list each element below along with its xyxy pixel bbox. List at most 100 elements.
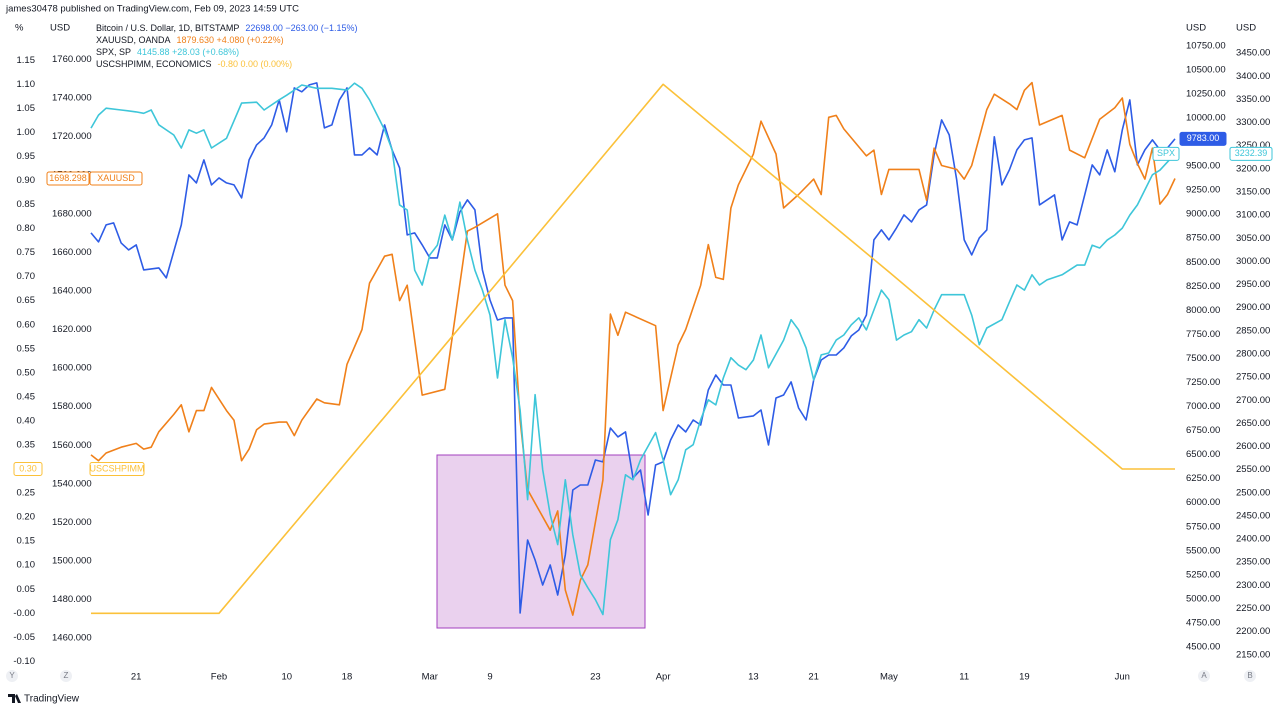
y-tick-label: 2600.00 <box>1236 441 1270 452</box>
y-tick-label: 1.10 <box>17 79 36 90</box>
legend-name: USCSHPIMM, ECONOMICS <box>96 59 212 69</box>
button-label[interactable]: A <box>1201 671 1207 680</box>
price-tag-label: 3232.39 <box>1235 148 1268 158</box>
y-tick-label: 1480.000 <box>52 594 92 605</box>
y-tick-label: 2700.00 <box>1236 395 1270 406</box>
name-tag <box>89 171 143 186</box>
y-tick-label: 1460.000 <box>52 633 92 644</box>
y-tick-label: -0.05 <box>13 632 35 643</box>
y-tick-label: 2550.00 <box>1236 464 1270 475</box>
legend-values: 1879.630 +4.080 (+0.22%) <box>177 35 284 45</box>
y-tick-label: 1520.000 <box>52 517 92 528</box>
y-tick-label: 3450.00 <box>1236 48 1270 59</box>
y-tick-label: 3300.00 <box>1236 117 1270 128</box>
y-tick-label: 3350.00 <box>1236 94 1270 105</box>
y-tick-label: 6000.00 <box>1186 497 1220 508</box>
y-tick-label: 7500.00 <box>1186 353 1220 364</box>
button[interactable] <box>60 670 72 682</box>
highlight-box <box>436 454 646 629</box>
y-tick-label: 0.90 <box>17 175 36 186</box>
y-tick-label: 2250.00 <box>1236 603 1270 614</box>
y-tick-label: 8500.00 <box>1186 257 1220 268</box>
button-label[interactable]: B <box>1247 671 1252 680</box>
series-line <box>90 82 1176 614</box>
y-tick-label: 0.75 <box>17 247 36 258</box>
y-tick-label: 0.85 <box>17 199 36 210</box>
legend-entry: SPX, SP 4145.88 +28.03 (+0.68%) <box>96 47 239 57</box>
y-tick-label: 10500.00 <box>1186 64 1226 75</box>
series-line <box>91 83 1175 615</box>
x-tick-label: Feb <box>211 672 227 683</box>
price-tag <box>13 462 43 477</box>
button[interactable] <box>1244 670 1256 682</box>
y-tick-label: 7750.00 <box>1186 329 1220 340</box>
y-tick-label: 3000.00 <box>1236 256 1270 267</box>
y-tick-label: 1540.000 <box>52 478 92 489</box>
x-tick-label: Mar <box>422 672 438 683</box>
button-label[interactable]: Z <box>64 671 69 680</box>
y-tick-label: 1680.000 <box>52 208 92 219</box>
y-tick-label: 2300.00 <box>1236 580 1270 591</box>
y-tick-label: 2450.00 <box>1236 510 1270 521</box>
y-tick-label: 3200.00 <box>1236 163 1270 174</box>
axis-title: USD <box>1236 23 1256 34</box>
legend-name: SPX, SP <box>96 47 131 57</box>
button[interactable] <box>6 670 18 682</box>
axis-title: USD <box>50 23 70 34</box>
y-tick-label: 3400.00 <box>1236 71 1270 82</box>
y-tick-label: 3150.00 <box>1236 186 1270 197</box>
y-tick-label: 4750.00 <box>1186 617 1220 628</box>
legend-values: 4145.88 +28.03 (+0.68%) <box>137 47 239 57</box>
price-tag-label: 0.30 <box>19 463 37 473</box>
x-tick-label: 13 <box>748 672 759 683</box>
y-tick-label: 1500.000 <box>52 556 92 567</box>
name-tag-label: SPX <box>1157 148 1175 158</box>
axis-title: USD <box>1186 23 1206 34</box>
header: james30478 published on TradingView.com,… <box>5 4 299 15</box>
legend-entry: USCSHPIMM, ECONOMICS -0.80 0.00 (0.00%) <box>96 59 292 69</box>
y-tick-label: 1580.000 <box>52 401 92 412</box>
y-tick-label: 1600.000 <box>52 363 92 374</box>
y-tick-label: 0.40 <box>17 415 36 426</box>
x-tick-label: 18 <box>342 672 353 683</box>
x-tick-label: 21 <box>131 672 142 683</box>
y-tick-label: 10250.00 <box>1186 88 1226 99</box>
y-tick-label: 0.10 <box>17 560 36 571</box>
logo: TradingView <box>24 694 80 705</box>
y-tick-label: 8000.00 <box>1186 305 1220 316</box>
y-tick-label: 0.05 <box>17 584 36 595</box>
name-tag-label: USCSHPIMM <box>89 463 144 473</box>
y-tick-label: 0.35 <box>17 440 36 451</box>
y-tick-label: 5750.00 <box>1186 521 1220 532</box>
y-tick-label: 9500.00 <box>1186 161 1220 172</box>
button[interactable] <box>1198 670 1210 682</box>
x-tick-label: Jun <box>1115 672 1130 683</box>
y-tick-label: 0.50 <box>17 367 36 378</box>
button-label[interactable]: Y <box>9 671 15 680</box>
price-tag <box>1229 146 1273 161</box>
x-tick-label: Apr <box>656 672 671 683</box>
y-tick-label: 0.20 <box>17 512 36 523</box>
y-tick-label: 9000.00 <box>1186 209 1220 220</box>
x-tick-label: 21 <box>808 672 819 683</box>
y-tick-label: 1560.000 <box>52 440 92 451</box>
y-tick-label: 0.45 <box>17 391 36 402</box>
y-tick-label: 2150.00 <box>1236 649 1270 660</box>
y-tick-label: 1640.000 <box>52 285 92 296</box>
y-tick-label: 1760.000 <box>52 54 92 65</box>
y-tick-label: 1620.000 <box>52 324 92 335</box>
y-tick-label: 1.05 <box>17 103 36 114</box>
series-line <box>90 81 1176 616</box>
y-tick-label: 2650.00 <box>1236 418 1270 429</box>
y-tick-label: 1.00 <box>17 127 36 138</box>
x-tick-label: 19 <box>1019 672 1030 683</box>
x-tick-label: 11 <box>959 672 969 683</box>
axis-title: % <box>15 23 24 34</box>
series-line <box>90 82 1176 616</box>
y-tick-label: 6750.00 <box>1186 425 1220 436</box>
name-tag <box>89 462 145 477</box>
y-tick-label: 0.70 <box>17 271 36 282</box>
legend-entry: XAUUSD, OANDA 1879.630 +4.080 (+0.22%) <box>96 35 284 45</box>
